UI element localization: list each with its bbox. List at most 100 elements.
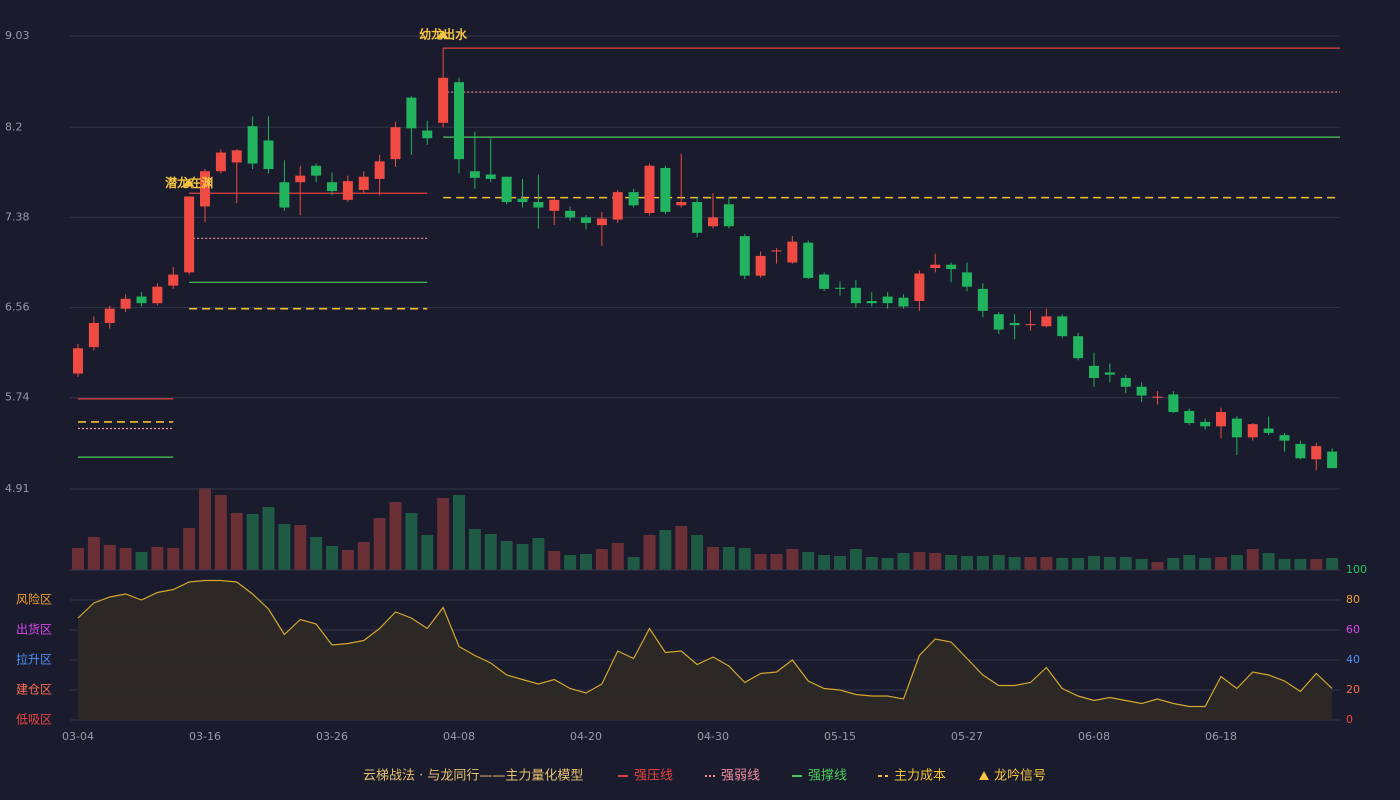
candle-body bbox=[327, 182, 337, 192]
volume-bar bbox=[786, 549, 799, 570]
volume-bar bbox=[532, 538, 545, 570]
volume-bar bbox=[135, 552, 148, 570]
volume-bar bbox=[707, 547, 719, 570]
candle-body bbox=[1136, 386, 1147, 396]
candle-body bbox=[1327, 451, 1338, 469]
y2-tick-label: 20 bbox=[1346, 683, 1360, 696]
x-tick-label: 05-15 bbox=[824, 730, 856, 743]
volume-bar bbox=[595, 549, 608, 570]
x-tick-label: 06-08 bbox=[1078, 730, 1110, 743]
candle-body bbox=[533, 202, 544, 208]
volume-bar bbox=[1215, 557, 1227, 570]
volume-bar bbox=[389, 502, 402, 570]
candle-body bbox=[184, 196, 195, 273]
volume-bar bbox=[1294, 559, 1307, 570]
volume-bar bbox=[214, 495, 227, 570]
candle-body bbox=[612, 192, 623, 220]
volume-bar bbox=[659, 530, 672, 570]
volume-bar bbox=[1119, 557, 1132, 570]
volume-bar bbox=[500, 541, 513, 570]
volume-bar bbox=[802, 552, 815, 570]
volume-bar bbox=[691, 535, 704, 570]
legend-swatch bbox=[979, 771, 989, 780]
y-tick-label: 6.56 bbox=[5, 301, 30, 314]
x-tick-label: 04-08 bbox=[443, 730, 475, 743]
volume-bar bbox=[230, 513, 243, 570]
volume-bar bbox=[437, 498, 450, 570]
x-tick-label: 03-04 bbox=[62, 730, 94, 743]
volume-bar bbox=[1008, 557, 1021, 570]
volume-bar bbox=[103, 545, 116, 570]
candle-body bbox=[930, 264, 941, 268]
candle-body bbox=[1073, 336, 1084, 359]
volume-bar bbox=[976, 556, 989, 570]
candle-body bbox=[120, 298, 131, 309]
candle-body bbox=[73, 348, 83, 374]
volume-bar bbox=[1088, 556, 1100, 570]
volume-bar bbox=[373, 518, 386, 570]
candle-body bbox=[1279, 435, 1290, 441]
candle-body bbox=[803, 242, 814, 278]
candle-body bbox=[1200, 421, 1211, 427]
candle-body bbox=[914, 273, 925, 301]
candle-body bbox=[1041, 316, 1052, 327]
candle-body bbox=[342, 181, 353, 200]
candle-body bbox=[501, 176, 512, 203]
volume-bar bbox=[199, 488, 211, 570]
candle-body bbox=[708, 217, 718, 227]
volume-bar bbox=[865, 557, 878, 570]
candle-body bbox=[200, 171, 210, 207]
candle-body bbox=[1089, 365, 1099, 378]
volume-bar bbox=[675, 526, 688, 570]
y2-tick-label: 60 bbox=[1346, 623, 1360, 636]
candle-body bbox=[454, 82, 464, 160]
candle-body bbox=[1057, 316, 1068, 337]
candle-body bbox=[390, 127, 401, 160]
signal-label: 幼龙出水 bbox=[419, 27, 468, 42]
candle-body bbox=[215, 152, 226, 172]
volume-bar bbox=[738, 548, 751, 570]
volume-bar bbox=[453, 495, 465, 570]
y2-tick-label: 100 bbox=[1346, 563, 1367, 576]
candle-body bbox=[295, 175, 306, 183]
legend-label: 龙吟信号 bbox=[994, 768, 1046, 784]
candle-body bbox=[263, 140, 274, 170]
candle-body bbox=[739, 236, 750, 276]
candle-body bbox=[374, 161, 385, 179]
candle-body bbox=[993, 314, 1004, 330]
candle-body bbox=[247, 126, 258, 164]
volume-bar bbox=[881, 558, 894, 570]
candle-body bbox=[104, 308, 115, 323]
candle-body bbox=[692, 202, 703, 233]
candle-body bbox=[358, 176, 369, 190]
y2-tick-label: 80 bbox=[1346, 593, 1360, 606]
x-tick-label: 04-30 bbox=[697, 730, 729, 743]
volume-bar bbox=[929, 553, 942, 570]
y-tick-label: 4.91 bbox=[5, 482, 30, 495]
volume-bar bbox=[87, 537, 100, 570]
candle-body bbox=[882, 296, 893, 304]
volume-bar bbox=[516, 544, 529, 570]
y-tick-label: 7.38 bbox=[5, 210, 30, 223]
candle-body bbox=[279, 182, 290, 208]
y-tick-label: 5.74 bbox=[5, 391, 30, 404]
volume-bar bbox=[246, 514, 259, 570]
candle-body bbox=[1168, 394, 1179, 413]
candle-body bbox=[1216, 412, 1226, 427]
candle-body bbox=[723, 204, 734, 227]
volume-bar bbox=[992, 555, 1005, 570]
candle-body bbox=[517, 198, 528, 203]
candle-body bbox=[771, 250, 782, 252]
legend-title: 云梯战法 · 与龙同行——主力量化模型 bbox=[363, 769, 583, 784]
volume-bar bbox=[1072, 558, 1085, 570]
y2-tick-label: 40 bbox=[1346, 653, 1360, 666]
signal-label: 潜龙在渊 bbox=[165, 175, 213, 190]
volume-bar bbox=[468, 529, 481, 570]
candle-body bbox=[676, 202, 687, 206]
zone-label: 建仓区 bbox=[16, 683, 52, 697]
candle-body bbox=[581, 217, 591, 223]
volume-bar bbox=[945, 555, 958, 570]
candle-body bbox=[168, 274, 179, 286]
volume-bar bbox=[548, 551, 561, 570]
